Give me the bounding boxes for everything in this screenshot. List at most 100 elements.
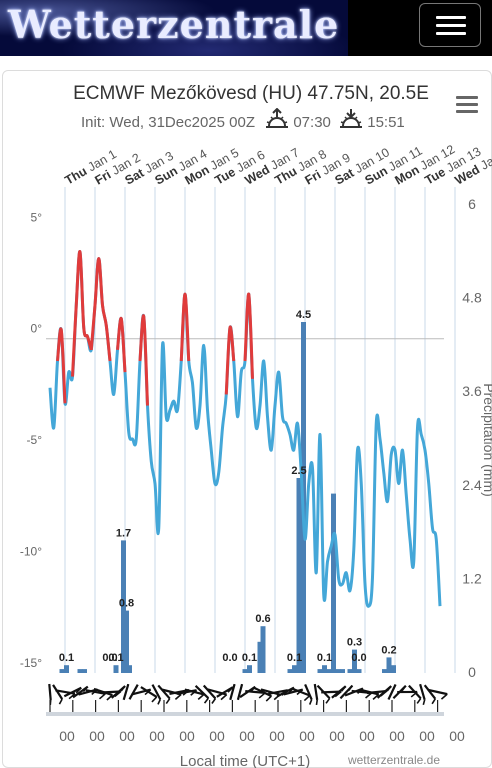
sunrise-time: 07:30 (293, 114, 331, 131)
sunset-time: 15:51 (367, 114, 405, 131)
wind-barb-flag (416, 697, 422, 704)
wind-barb (366, 689, 387, 695)
x-axis-tick-label: 00 (239, 728, 255, 744)
hamburger-icon-bar-3 (436, 32, 466, 35)
right-axis-tick-label: 1.2 (462, 570, 482, 586)
wind-barb-flag (303, 694, 311, 702)
wind-barb-flag (203, 697, 210, 704)
wind-barb-flag (75, 687, 82, 694)
chart-menu-icon[interactable] (456, 96, 478, 114)
wind-barb-flag (211, 698, 217, 704)
logo-text: Wetterzentrale (8, 2, 340, 47)
wind-barb (268, 689, 288, 695)
precip-bar (287, 669, 293, 673)
wind-barb (408, 684, 422, 700)
precip-bar (59, 669, 65, 673)
wind-barb-flag (265, 695, 272, 702)
wind-barb (157, 684, 171, 700)
precip-value-label: 2.5 (291, 465, 306, 477)
left-axis-tick-label: -5° (27, 433, 43, 447)
precip-bar (127, 665, 132, 673)
wind-barb (184, 688, 205, 696)
precip-bar (322, 665, 327, 673)
wind-barb-flag (165, 698, 171, 705)
precip-bar (382, 669, 387, 673)
chart-menu-bar-2 (456, 103, 478, 106)
temperature-above-zero-segment (224, 325, 236, 395)
precip-value-label: 0.1 (242, 652, 257, 664)
main-menu-button[interactable] (419, 3, 481, 47)
hamburger-icon-bar-1 (436, 16, 466, 19)
x-axis-title: Local time (UTC+1) (180, 753, 310, 768)
wind-barb-flag (365, 692, 373, 699)
wind-barb (419, 683, 426, 701)
left-axis-tick-label: 5° (31, 210, 43, 224)
wind-barb-flag (120, 685, 126, 692)
wind-barb (140, 686, 158, 698)
right-axis-tick-label: 0 (468, 664, 476, 680)
wind-barb (194, 685, 210, 699)
wind-barb (276, 686, 295, 698)
precip-bar (347, 669, 353, 673)
precip-bar (121, 540, 126, 673)
wind-barb-flag (151, 696, 158, 703)
precipitation-labels: 0.1 0.00.11.70.80.0 0.10.60.12.54.50.10.30… (59, 309, 397, 664)
precip-value-label: 0.1 (287, 652, 302, 664)
wind-barb-flag (227, 686, 234, 693)
precip-bar (242, 669, 248, 673)
credit-text[interactable]: wetterzentrale.de (347, 753, 440, 767)
precip-value-label: 0.0 (102, 652, 117, 664)
wind-barb-flag (58, 698, 63, 705)
wind-barb-flag (106, 694, 113, 701)
wind-barb (423, 684, 437, 700)
precip-bar (247, 665, 252, 673)
site-logo[interactable]: Wetterzentrale (0, 0, 348, 56)
wind-barb (313, 683, 319, 701)
wind-barb-flag (422, 699, 426, 706)
wind-strip-base (46, 712, 444, 716)
temperature-above-zero-segment (243, 292, 254, 379)
x-axis-tick-label: 00 (119, 728, 135, 744)
precip-bar (335, 669, 341, 673)
wind-barb (291, 687, 311, 697)
precip-bar (257, 641, 263, 673)
wind-barb-flag (240, 683, 243, 690)
precip-value-label: 0.1 (108, 652, 123, 664)
precip-value-label: 0.2 (381, 644, 396, 656)
precip-value-label: 1.7 (116, 527, 131, 539)
precip-value-label: 0.1 (59, 652, 74, 664)
x-axis-tick-label: 00 (419, 728, 435, 744)
wind-barb-flag (197, 693, 205, 701)
precip-value-label: 0.3 (347, 637, 362, 649)
wind-barb (260, 688, 281, 696)
x-axis-tick-label: 00 (209, 728, 225, 744)
left-axis-tick-label: -15° (20, 656, 42, 670)
chart-subtitle: Init: Wed, 31Dec2025 00Z 07:30 15:51 (81, 107, 405, 131)
wind-barb-flag (308, 699, 313, 705)
sunrise-icon (266, 107, 289, 128)
x-axis-tick-label: 00 (389, 728, 405, 744)
temperature-above-zero-segment (179, 292, 191, 362)
wind-barb-flag (401, 685, 407, 692)
precip-value-label: 0.8 (119, 598, 134, 610)
hamburger-icon-bar-2 (436, 24, 466, 27)
temperature-above-zero-segment (116, 317, 127, 373)
temperature-above-zero-segment (89, 256, 112, 362)
precip-value-label: 0.6 (255, 613, 270, 625)
x-axis-tick-label: 00 (179, 728, 195, 744)
wind-barb (427, 688, 448, 696)
temperature-above-zero-segment (138, 314, 149, 406)
left-axis-tick-label: 0° (31, 322, 43, 336)
wind-barb (78, 688, 98, 696)
chart-menu-bar-1 (456, 96, 478, 99)
sunset-icon (340, 109, 363, 128)
wind-barb-flag (157, 699, 162, 705)
x-axis-tick-label: 00 (449, 728, 465, 744)
temperature-above-zero-segment (71, 250, 93, 377)
precip-bar (124, 610, 129, 673)
precip-bar (356, 669, 362, 673)
wind-barb (52, 684, 64, 700)
wind-barb (202, 684, 217, 700)
precip-bar (317, 669, 323, 673)
wind-barb-flag (232, 683, 236, 690)
